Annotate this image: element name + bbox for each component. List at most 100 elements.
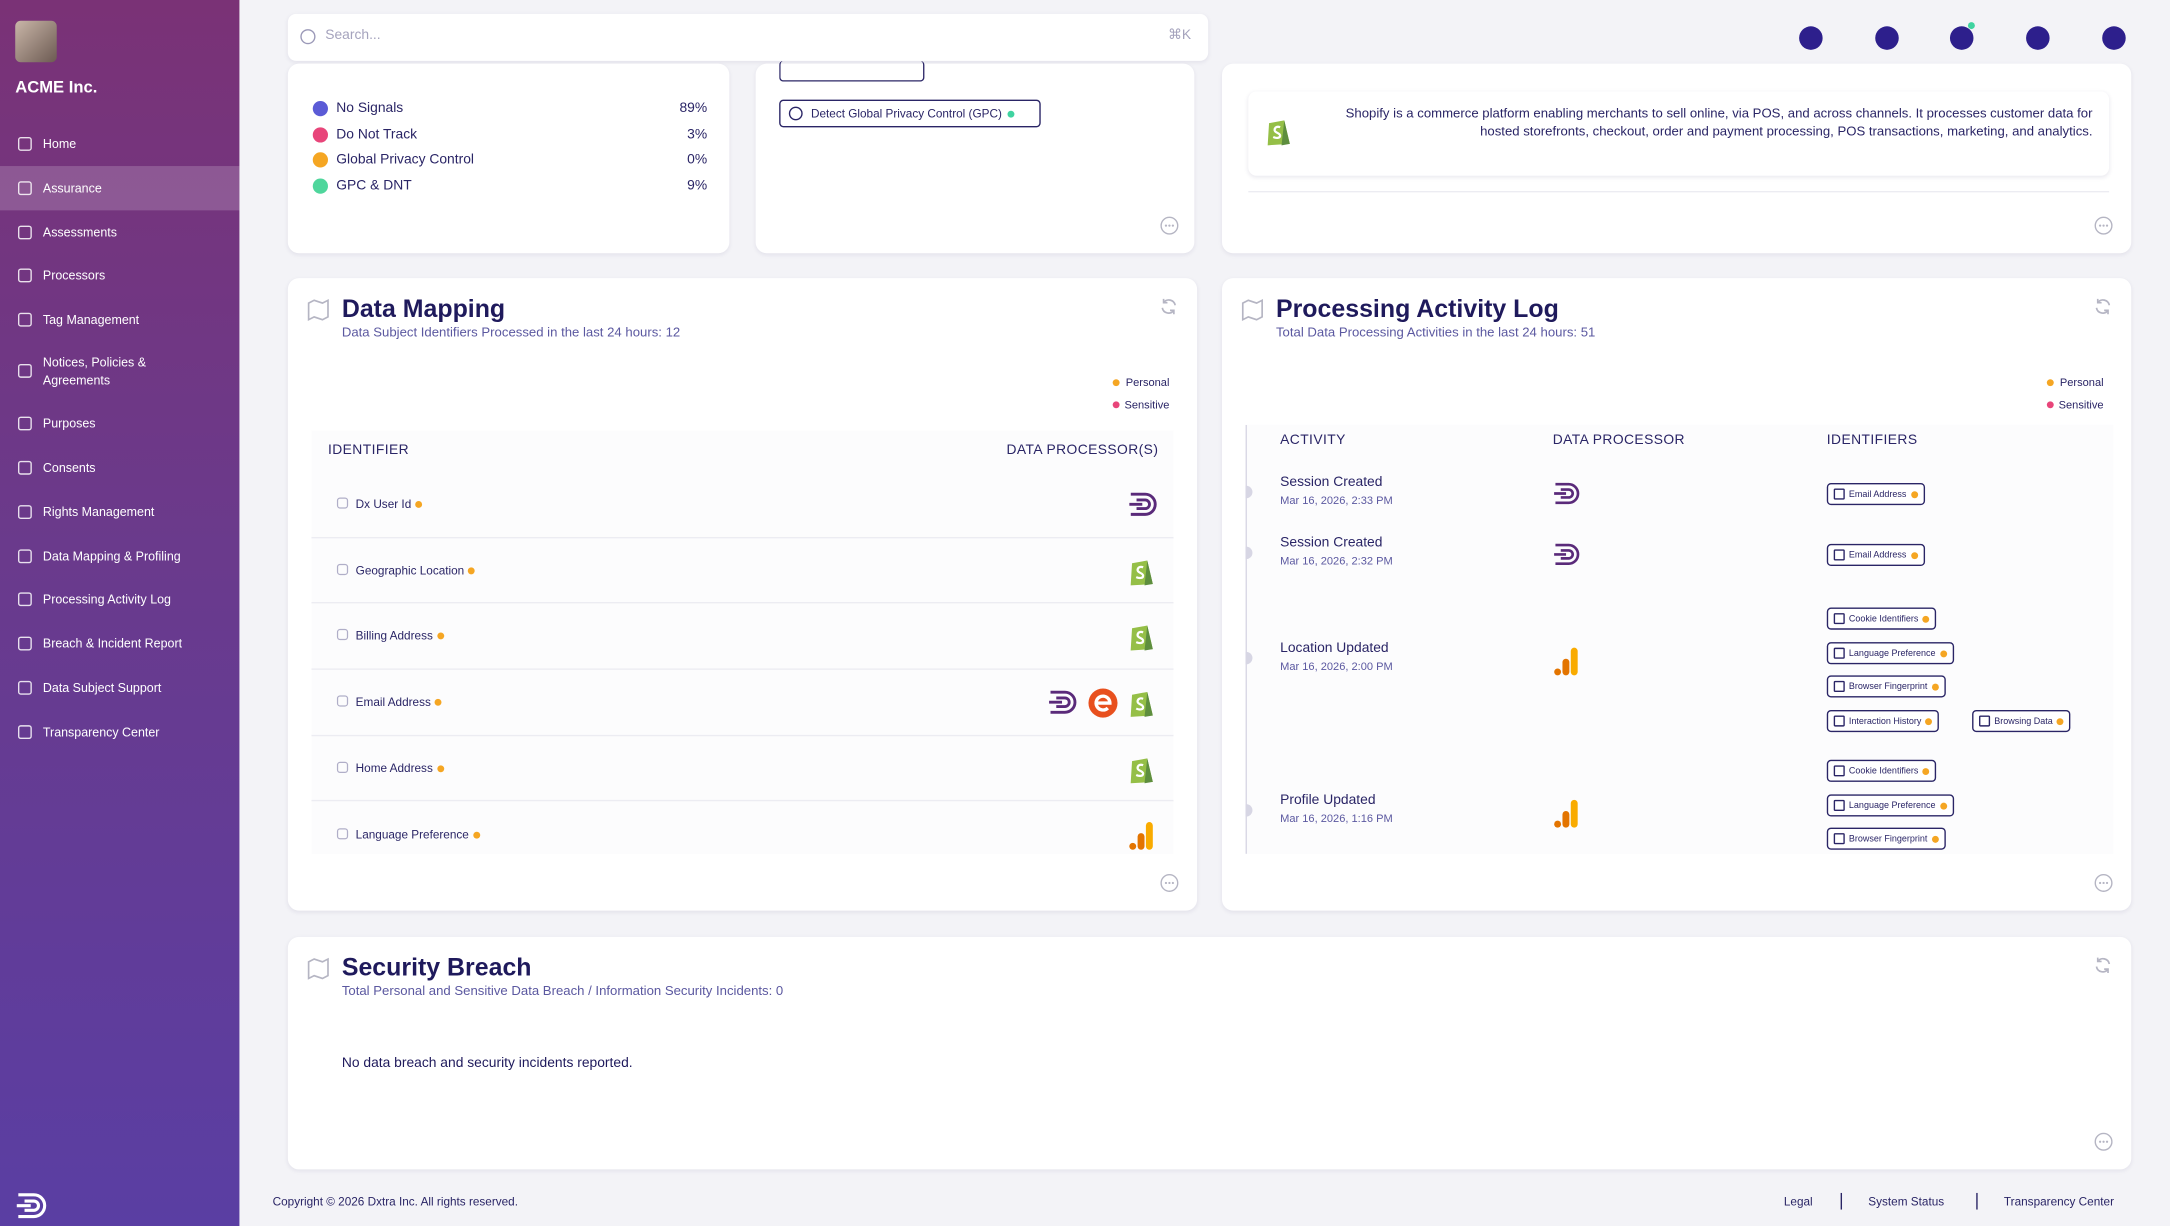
chip-icon — [1833, 680, 1845, 692]
signal-dot — [312, 152, 328, 168]
processor-logo — [1553, 799, 1581, 829]
chip-icon — [1833, 613, 1845, 625]
nav-item[interactable]: Data Subject Support — [42, 680, 162, 695]
personal-dot — [1939, 649, 1947, 657]
identifier-icon — [336, 497, 349, 509]
search-bar[interactable]: Search... ⌘K — [287, 13, 1209, 61]
activity-name: Location Updated — [1280, 640, 1389, 656]
nav-item[interactable]: Purposes — [42, 416, 96, 431]
processor-logo-graphic — [1129, 821, 1153, 850]
footer-link[interactable]: Legal — [1783, 1194, 1813, 1209]
chip-icon — [1833, 715, 1845, 727]
toolbar-button[interactable] — [2026, 26, 2050, 50]
identifier-chip: Cookie Identifiers — [1826, 759, 1937, 782]
identifier-name: Billing Address — [356, 629, 771, 646]
nav-item[interactable]: Assurance — [42, 181, 102, 196]
more-button-graphic — [1160, 873, 1179, 892]
card-title: Security Breach — [341, 953, 532, 982]
more-button[interactable] — [1160, 873, 1179, 892]
toolbar-button[interactable] — [1875, 26, 1899, 50]
identifier-name: Home Address — [356, 761, 771, 778]
nav-icon — [17, 636, 32, 651]
more-button[interactable] — [1160, 216, 1179, 235]
identifier-label: Home Address — [355, 760, 433, 775]
processor-logo — [1128, 688, 1156, 718]
toolbar-button[interactable] — [1949, 26, 1974, 50]
identifier-chip: Email Address — [1826, 482, 1925, 506]
legend-item: Personal — [1031, 376, 1169, 393]
toolbar-button[interactable] — [2102, 26, 2126, 50]
personal-dot — [1910, 490, 1918, 498]
search-shortcut: ⌘K — [1168, 27, 1192, 43]
nav-item[interactable]: Data Mapping & Profiling — [42, 549, 181, 564]
personal-dot — [1910, 551, 1918, 559]
signal-value: 89% — [679, 101, 708, 117]
processor-logo — [1048, 688, 1084, 717]
footer-link[interactable]: Transparency Center — [2003, 1194, 2114, 1209]
card-icon — [306, 298, 331, 323]
legend-dot — [1113, 379, 1121, 387]
processor-logo-graphic — [1554, 799, 1578, 828]
nav-item[interactable]: Home — [42, 137, 77, 151]
legend-dot — [2046, 401, 2054, 409]
refresh-button[interactable] — [1160, 298, 1178, 316]
processor-logo — [1128, 754, 1156, 784]
footer-link[interactable]: System Status — [1868, 1194, 1945, 1209]
chip-icon — [1833, 549, 1845, 561]
processor-logo-graphic — [1088, 688, 1118, 718]
processor-logo — [1128, 490, 1164, 519]
nav-item[interactable]: Processing Activity Log — [42, 592, 171, 607]
chip-icon — [1833, 833, 1845, 845]
personal-dot — [415, 500, 423, 508]
processor-logo-graphic — [1129, 492, 1157, 516]
chip-label: Language Preference — [1848, 800, 1936, 811]
chip-icon — [1833, 799, 1845, 811]
identifier-chip: Browser Fingerprint — [1826, 675, 1946, 698]
nav-item[interactable]: Breach & Incident Report — [42, 636, 183, 651]
table-header: DATA PROCESSOR(S) — [1006, 442, 1159, 459]
table-header: IDENTIFIERS — [1826, 433, 1918, 449]
nav-icon — [17, 725, 32, 740]
timeline-dot — [1245, 485, 1253, 499]
chip-label: Cookie Identifiers — [1848, 766, 1919, 776]
more-button[interactable] — [2094, 873, 2113, 892]
more-button[interactable] — [2094, 216, 2113, 235]
nav-item[interactable]: Rights Management — [42, 505, 155, 519]
refresh-button[interactable] — [2094, 956, 2112, 974]
nav-item[interactable]: Notices, Policies & Agreements — [42, 355, 147, 388]
timeline-line — [1245, 424, 1247, 854]
personal-dot — [1939, 801, 1947, 809]
nav-item[interactable]: Transparency Center — [42, 725, 160, 740]
card-icon-graphic — [307, 298, 329, 322]
timeline-dot — [1245, 804, 1253, 817]
legend-dot — [2047, 379, 2055, 387]
more-button-graphic — [2094, 1132, 2113, 1151]
toolbar-button[interactable] — [1799, 26, 1823, 50]
identifier-icon-graphic — [336, 695, 349, 707]
processor-logo — [1128, 820, 1156, 850]
refresh-button-graphic — [2095, 298, 2111, 315]
rights-card: Detect Global Privacy Control (GPC) — [755, 60, 1195, 254]
card-title: Processing Activity Log — [1275, 294, 1559, 323]
nav-icon — [17, 363, 32, 378]
more-button[interactable] — [2094, 1132, 2113, 1151]
nav-item[interactable]: Tag Management — [42, 312, 140, 327]
nav-item[interactable]: Processors — [42, 268, 106, 283]
footer-separator — [1976, 1192, 1978, 1210]
refresh-button[interactable] — [2094, 298, 2112, 316]
gpc-chip: Detect Global Privacy Control (GPC) — [779, 99, 1041, 128]
activity-name: Profile Updated — [1280, 792, 1376, 809]
processor-logo-graphic — [1130, 758, 1153, 784]
processor-logo-graphic — [1130, 626, 1153, 651]
identifier-icon-graphic — [336, 761, 349, 773]
gpc-icon — [788, 106, 803, 121]
signal-label: Do Not Track — [336, 126, 418, 143]
identifier-name: Language Preference — [356, 827, 771, 844]
signal-value: 0% — [687, 152, 708, 168]
nav-item[interactable]: Consents — [42, 460, 96, 475]
nav-item[interactable]: Assessments — [42, 225, 117, 240]
processor-logo — [1128, 622, 1156, 652]
chip-icon — [1833, 488, 1845, 500]
legend-label: Personal — [2059, 376, 2104, 389]
